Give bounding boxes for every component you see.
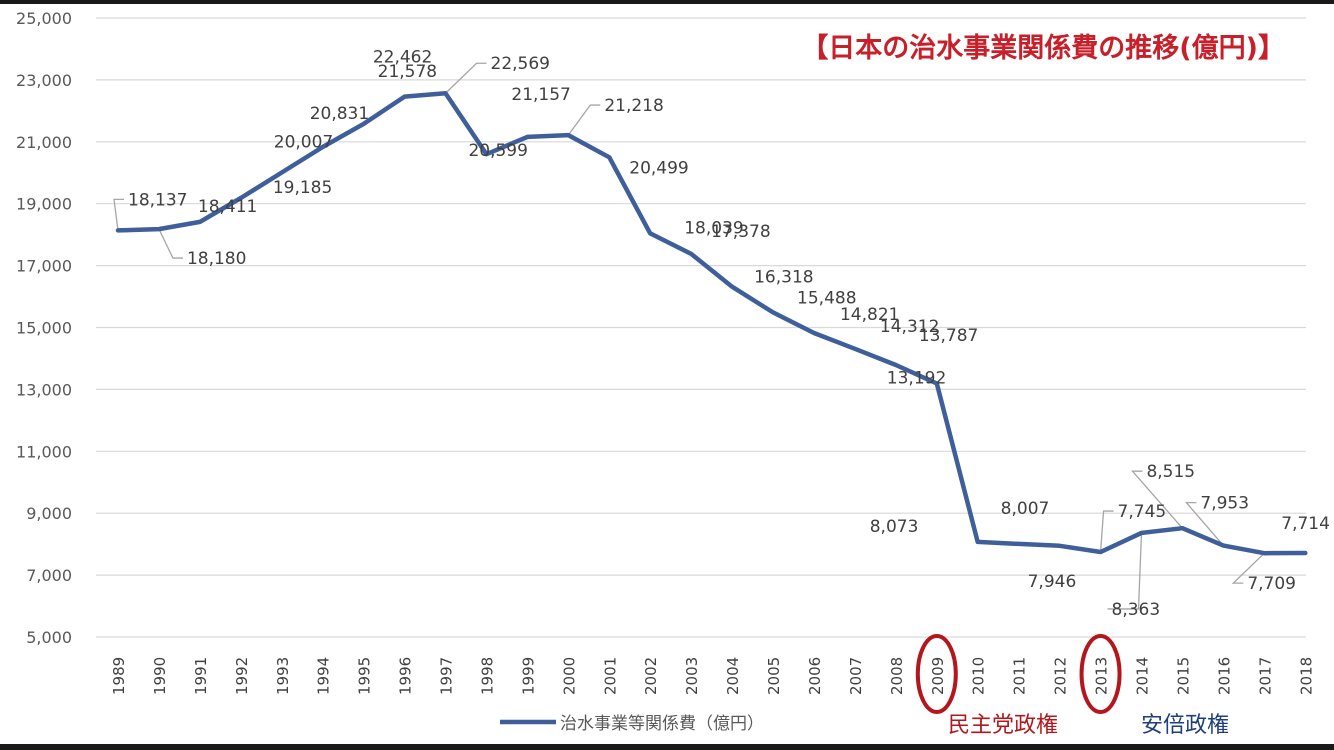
chart-title: 【日本の治水事業関係費の推移(億円)】 [801,33,1285,64]
x-axis-tick-labels: 1989 1990 1991 1992 1993 1994 1995 1996 1997 1998… [110,657,1315,695]
y-tick-label: 11,000 [16,442,72,461]
x-tick-label: 2002 [642,657,660,695]
x-tick-label: 2010 [970,657,988,695]
x-tick-label: 2017 [1256,657,1274,695]
leader-line [1231,552,1265,584]
x-tick-label: 2004 [724,657,742,695]
data-label: 17,378 [711,222,770,242]
data-label: 22,462 [373,48,432,68]
leader-line [1107,532,1143,610]
x-tick-label: 2012 [1052,657,1070,695]
leader-line [1184,501,1224,547]
y-tick-label: 19,000 [16,195,72,214]
data-label: 7,745 [1118,502,1167,522]
x-tick-label: 2006 [806,657,824,695]
x-tick-label: 2016 [1215,657,1233,695]
x-tick-label: 2008 [888,657,906,695]
x-tick-label: 2007 [847,657,865,695]
data-label: 20,599 [468,141,527,161]
highlight-circles [915,634,1122,714]
leader-line [113,198,124,231]
data-label: 19,185 [273,178,332,198]
x-tick-label: 1994 [315,657,333,695]
data-label: 20,007 [274,133,333,153]
x-tick-label: 2015 [1174,657,1192,695]
x-tick-label: 1999 [519,657,537,695]
y-tick-label: 17,000 [16,257,72,276]
data-label: 13,787 [919,326,978,346]
data-label: 14,821 [840,305,899,325]
period-annotations: 民主党政権 安倍政権 [948,713,1229,738]
y-tick-label: 7,000 [26,566,72,585]
data-label: 15,488 [797,288,856,308]
data-label: 8,363 [1112,600,1161,620]
data-label: 14,312 [880,317,939,337]
period-annotation: 安倍政権 [1141,713,1229,738]
data-label: 7,714 [1281,514,1330,534]
data-label: 22,569 [491,54,550,74]
x-tick-label: 1998 [478,657,496,695]
x-tick-label: 1990 [151,657,169,695]
data-label: 18,180 [187,249,246,269]
x-tick-label: 1989 [110,657,128,695]
x-tick-label: 1993 [274,657,292,695]
data-label: 21,218 [604,96,663,116]
x-tick-label: 2018 [1297,657,1315,695]
data-label: 8,073 [870,517,919,537]
data-label: 20,499 [629,158,688,178]
x-tick-label: 1997 [438,657,456,695]
x-tick-label: 2005 [765,657,783,695]
data-label: 8,007 [1001,499,1050,519]
x-tick-label: 2003 [683,657,701,695]
highlight-circle [1079,634,1122,714]
x-tick-label: 2014 [1134,657,1152,695]
leader-line [445,62,487,94]
chart-background [0,4,1334,744]
leader-line [1131,470,1183,529]
data-label: 13,192 [887,368,946,388]
data-label: 18,039 [684,218,743,238]
x-tick-label: 1992 [233,657,251,695]
y-axis-tick-labels: 5,000 7,000 9,000 11,000 13,000 15,000 17,000 1… [16,9,72,647]
x-tick-label: 2001 [601,657,619,695]
data-label: 7,946 [1028,572,1077,592]
x-tick-label: 1991 [192,657,210,695]
data-label: 8,515 [1146,462,1195,482]
y-tick-label: 21,000 [16,133,72,152]
leader-line [567,104,601,136]
y-tick-label: 25,000 [16,9,72,28]
legend-label: 治水事業等関係費（億円） [560,714,764,734]
x-tick-label: 2011 [1011,657,1029,695]
x-tick-label: 2000 [560,657,578,695]
data-label: 7,709 [1247,574,1296,594]
x-tick-label: 2009 [929,657,947,695]
y-tick-label: 23,000 [16,71,72,90]
y-tick-label: 5,000 [26,628,72,647]
data-label: 21,157 [511,85,570,105]
y-tick-label: 9,000 [26,504,72,523]
label-leader-lines [113,62,1265,610]
grid-lines [96,17,1306,638]
leader-line [158,228,183,259]
y-tick-label: 15,000 [16,319,72,338]
data-label: 21,578 [378,62,437,82]
data-label: 20,831 [310,104,369,124]
x-tick-label: 1995 [356,657,374,695]
data-label: 18,137 [128,190,187,210]
leader-line [1099,510,1114,553]
series-line [115,90,1308,556]
legend: 治水事業等関係費（億円） [500,714,764,734]
period-annotation: 民主党政権 [948,713,1058,738]
data-labels: 18,137 18,180 18,411 19,185 20,007 20,831 21,5… [128,48,1330,620]
y-tick-label: 13,000 [16,380,72,399]
x-tick-label: 2013 [1093,657,1111,695]
highlight-circle [915,634,958,714]
data-label: 7,953 [1200,494,1249,514]
data-label: 16,318 [754,268,813,288]
data-label: 18,411 [198,197,257,217]
x-tick-label: 1996 [397,657,415,695]
